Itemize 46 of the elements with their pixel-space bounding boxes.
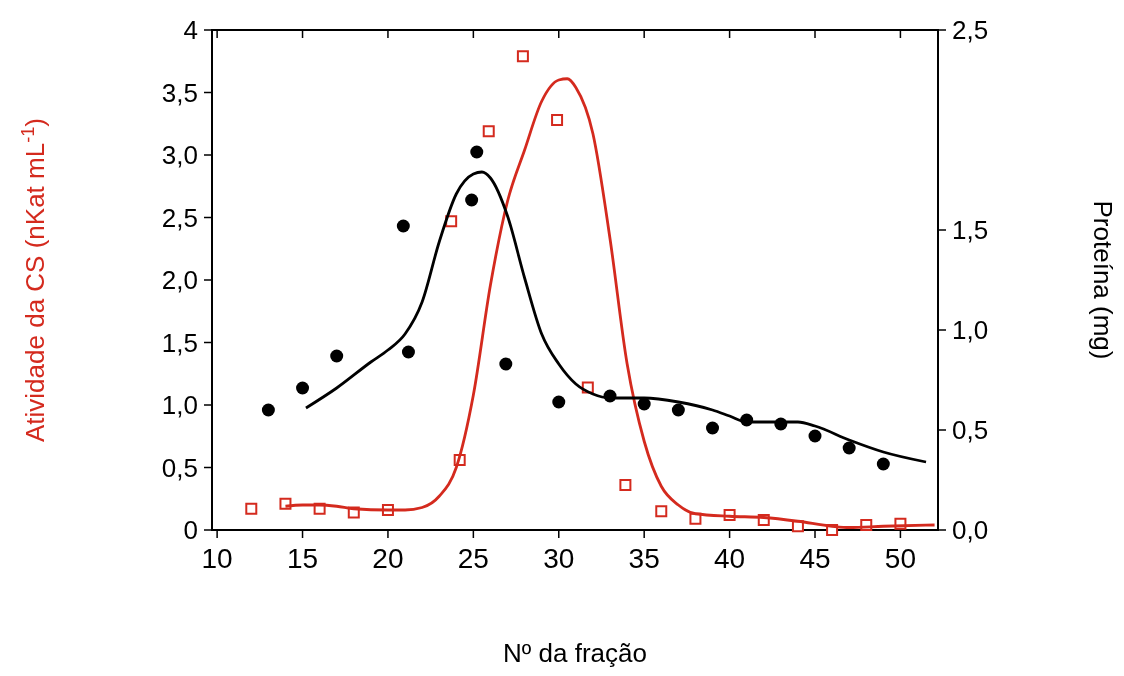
point <box>876 457 890 471</box>
point <box>245 502 258 515</box>
point <box>671 403 685 417</box>
x-tick-label: 35 <box>628 543 660 574</box>
point <box>808 429 822 443</box>
point <box>330 349 344 363</box>
y2-tick-label: 2,5 <box>952 15 989 46</box>
y-tick-label: 3,5 <box>161 77 198 108</box>
point <box>470 145 484 159</box>
y-tick-label: 1,5 <box>161 327 198 358</box>
point <box>706 421 720 435</box>
point <box>465 193 479 207</box>
point <box>261 403 275 417</box>
y-tick-label: 2,5 <box>161 202 198 233</box>
y-tick-label: 0 <box>183 515 198 546</box>
x-tick-label: 20 <box>372 543 404 574</box>
y2-tick-label: 1,0 <box>952 315 989 346</box>
point <box>516 50 529 63</box>
point <box>842 441 856 455</box>
y-tick-label: 0,5 <box>161 452 198 483</box>
x-tick-label: 15 <box>286 543 319 574</box>
y-tick-label: 4 <box>183 15 198 46</box>
x-tick-label: 25 <box>457 543 489 574</box>
point <box>499 357 513 371</box>
y-tick-label: 1,0 <box>161 390 198 421</box>
x-tick-label: 40 <box>714 543 746 574</box>
y-tick-label: 3,0 <box>161 140 198 171</box>
y2-tick-label: 0,5 <box>952 415 989 446</box>
y-tick-label: 2,0 <box>161 265 198 296</box>
y2-axis-title: Proteína (mg) <box>1088 200 1118 360</box>
x-tick-label: 45 <box>799 543 831 574</box>
point <box>655 505 668 518</box>
x-tick-label: 50 <box>884 543 916 574</box>
point <box>401 345 415 359</box>
point <box>552 395 566 409</box>
point <box>296 381 310 395</box>
point <box>551 114 564 126</box>
y2-tick-label: 0,0 <box>952 515 989 546</box>
line-series <box>304 170 928 464</box>
x-tick-label: 30 <box>543 543 575 574</box>
x-axis-title: Nº da fração <box>503 638 647 668</box>
y2-tick-label: 1,5 <box>952 215 989 246</box>
x-tick-label: 10 <box>201 543 233 574</box>
point <box>482 125 495 138</box>
point <box>396 219 410 233</box>
point <box>619 479 632 491</box>
